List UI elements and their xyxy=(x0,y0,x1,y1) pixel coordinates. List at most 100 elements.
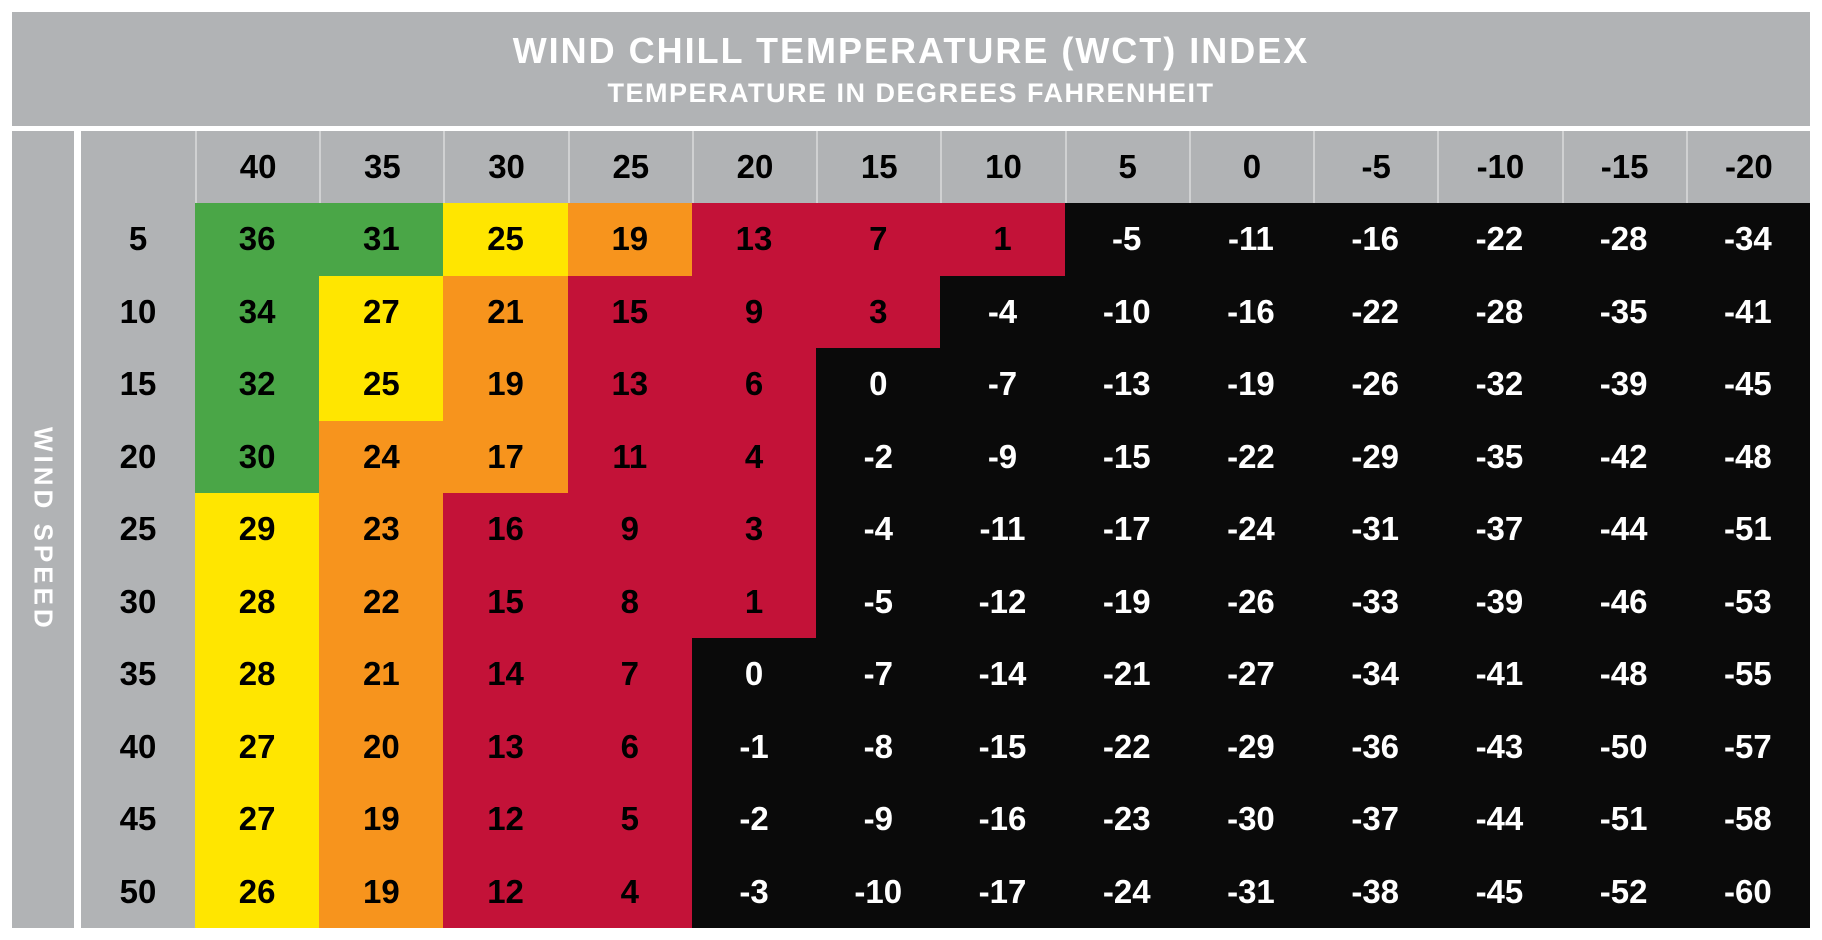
wct-cell: -5 xyxy=(1064,203,1189,276)
wct-cell: -29 xyxy=(1313,420,1438,493)
wct-cell: -52 xyxy=(1561,855,1686,928)
wct-cell: -28 xyxy=(1437,275,1562,348)
wct-cell: -39 xyxy=(1561,348,1686,421)
wct-cell: 21 xyxy=(319,638,444,711)
wct-cell: -34 xyxy=(1313,638,1438,711)
temperature-column-header: 35 xyxy=(319,131,444,203)
wind-speed-row-header: 10 xyxy=(81,275,195,348)
wct-cell: 9 xyxy=(691,275,817,348)
wct-cell: -45 xyxy=(1437,855,1562,928)
wct-cell: -13 xyxy=(1064,348,1189,421)
wind-speed-row-header: 50 xyxy=(81,855,195,928)
wct-cell: -30 xyxy=(1188,783,1314,856)
wct-cell: 31 xyxy=(319,203,444,276)
wct-cell: -4 xyxy=(940,275,1065,348)
temperature-column-header: 5 xyxy=(1064,131,1189,203)
wct-cell: 23 xyxy=(319,493,444,566)
wct-cell: -10 xyxy=(1064,275,1189,348)
wct-cell: -46 xyxy=(1561,565,1686,638)
wct-cell: -19 xyxy=(1188,348,1314,421)
wct-cell: 36 xyxy=(195,203,320,276)
wct-cell: 28 xyxy=(195,565,320,638)
wct-cell: -22 xyxy=(1313,275,1438,348)
wind-speed-row-header: 5 xyxy=(81,203,195,276)
wct-cell: 25 xyxy=(319,348,444,421)
temperature-column-header: 15 xyxy=(816,131,941,203)
wind-speed-row-header: 15 xyxy=(81,348,195,421)
wct-cell: -22 xyxy=(1437,203,1562,276)
wct-cell: -31 xyxy=(1188,855,1314,928)
wct-cell: 3 xyxy=(816,275,941,348)
wct-cell: -60 xyxy=(1685,855,1810,928)
wct-cell: -41 xyxy=(1685,275,1810,348)
temperature-column-header: 0 xyxy=(1188,131,1314,203)
wct-cell: -24 xyxy=(1064,855,1189,928)
wct-cell: 28 xyxy=(195,638,320,711)
wct-cell: -45 xyxy=(1685,348,1810,421)
wct-cell: 17 xyxy=(443,420,568,493)
wct-cell: 30 xyxy=(195,420,320,493)
wind-speed-row-header: 25 xyxy=(81,493,195,566)
wct-cell: -12 xyxy=(940,565,1065,638)
wct-cell: -16 xyxy=(940,783,1065,856)
wct-cell: 22 xyxy=(319,565,444,638)
wct-cell: -21 xyxy=(1064,638,1189,711)
wct-cell: -11 xyxy=(940,493,1065,566)
wct-cell: 26 xyxy=(195,855,320,928)
wct-cell: -22 xyxy=(1064,710,1189,783)
wct-cell: -37 xyxy=(1313,783,1438,856)
wct-cell: 0 xyxy=(691,638,817,711)
wct-cell: -8 xyxy=(816,710,941,783)
chart-header-band: WIND CHILL TEMPERATURE (WCT) INDEX TEMPE… xyxy=(12,12,1810,126)
temperature-column-header: 20 xyxy=(691,131,817,203)
wct-cell: -4 xyxy=(816,493,941,566)
wct-cell: 3 xyxy=(691,493,817,566)
wct-cell: 8 xyxy=(567,565,692,638)
wct-cell: 27 xyxy=(195,783,320,856)
wct-cell: -44 xyxy=(1561,493,1686,566)
wct-cell: -38 xyxy=(1313,855,1438,928)
temperature-column-header: -15 xyxy=(1561,131,1686,203)
wct-cell: -7 xyxy=(816,638,941,711)
wct-cell: -29 xyxy=(1188,710,1314,783)
wct-cell: 27 xyxy=(195,710,320,783)
wct-cell: -31 xyxy=(1313,493,1438,566)
wct-cell: -50 xyxy=(1561,710,1686,783)
wct-cell: -37 xyxy=(1437,493,1562,566)
wct-cell: -51 xyxy=(1561,783,1686,856)
wct-cell: -23 xyxy=(1064,783,1189,856)
wct-cell: -41 xyxy=(1437,638,1562,711)
wct-cell: -35 xyxy=(1437,420,1562,493)
wct-cell: -32 xyxy=(1437,348,1562,421)
wind-speed-row-header: 20 xyxy=(81,420,195,493)
chart-subtitle: TEMPERATURE IN DEGREES FAHRENHEIT xyxy=(607,77,1215,108)
wct-cell: 14 xyxy=(443,638,568,711)
wct-cell: 1 xyxy=(691,565,817,638)
wct-cell: 6 xyxy=(567,710,692,783)
wct-cell: 19 xyxy=(319,783,444,856)
wct-cell: 20 xyxy=(319,710,444,783)
wct-cell: -43 xyxy=(1437,710,1562,783)
wct-cell: -2 xyxy=(816,420,941,493)
wct-cell: 34 xyxy=(195,275,320,348)
wct-cell: -48 xyxy=(1561,638,1686,711)
wind-speed-row-header: 35 xyxy=(81,638,195,711)
wct-cell: -16 xyxy=(1188,275,1314,348)
wind-speed-row-header: 45 xyxy=(81,783,195,856)
wct-cell: -9 xyxy=(940,420,1065,493)
wct-cell: -39 xyxy=(1437,565,1562,638)
wct-table: 40 35 30 25 20 15 10 5 0 -5 -10 -15 -20 5 36 31 25 19 13 7 1… xyxy=(81,131,1810,928)
wind-speed-axis-label: WIND SPEED xyxy=(28,427,59,632)
wct-cell: -42 xyxy=(1561,420,1686,493)
wct-cell: 15 xyxy=(567,275,692,348)
temperature-column-header: -10 xyxy=(1437,131,1562,203)
wind-speed-row-header: 40 xyxy=(81,710,195,783)
wct-cell: 27 xyxy=(319,275,444,348)
wct-cell: -5 xyxy=(816,565,941,638)
wct-cell: -14 xyxy=(940,638,1065,711)
wct-cell: -3 xyxy=(691,855,817,928)
wct-cell: 29 xyxy=(195,493,320,566)
temperature-column-header: 30 xyxy=(443,131,568,203)
wct-cell: -27 xyxy=(1188,638,1314,711)
